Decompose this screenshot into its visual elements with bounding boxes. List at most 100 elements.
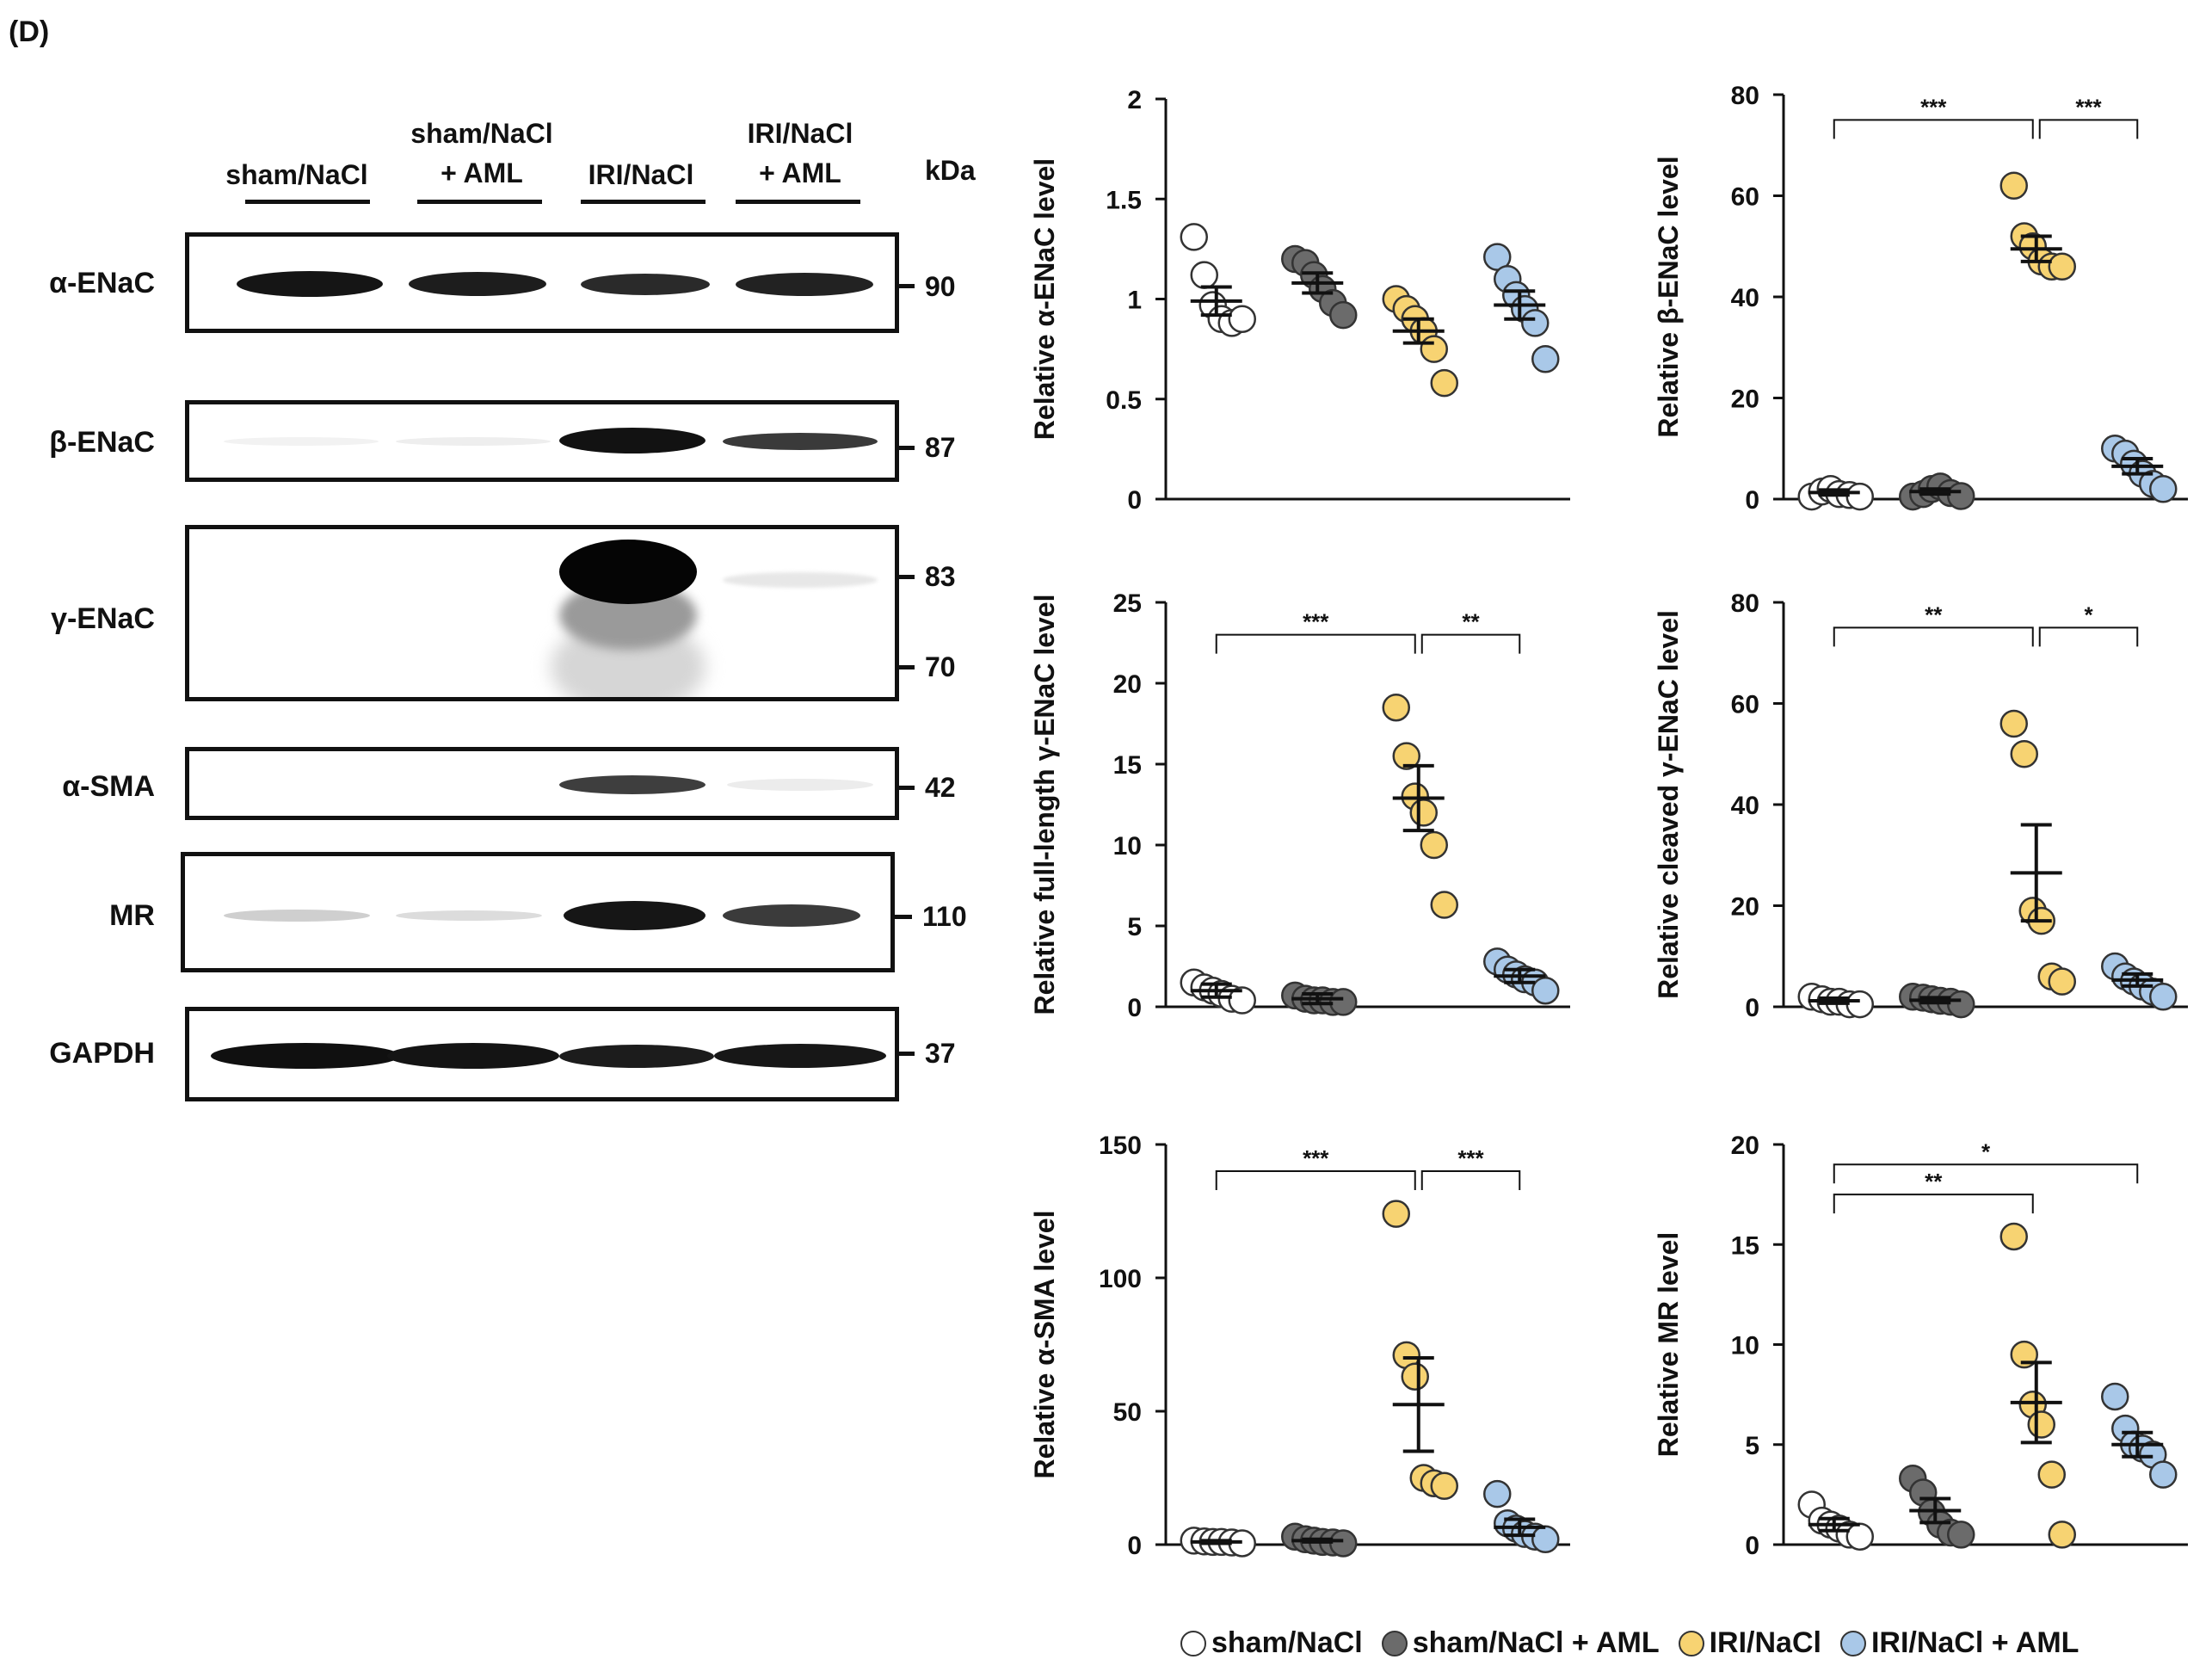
- protein-label-mr: MR: [109, 899, 155, 932]
- protein-label-alpha-sma: α-SMA: [62, 770, 155, 803]
- significance-label: *: [2084, 601, 2093, 627]
- legend-marker: [1678, 1630, 1704, 1656]
- protein-label-beta-enac: β-ENaC: [49, 426, 155, 459]
- band: [409, 272, 546, 296]
- data-point: [1401, 1362, 1429, 1391]
- lane-label-1: sham/NaCl: [202, 155, 391, 194]
- data-point: [1531, 976, 1560, 1005]
- y-tick-label: 60: [1731, 183, 1759, 212]
- data-point: [2048, 1521, 2076, 1549]
- data-point: [1531, 1525, 1560, 1554]
- y-tick-label: 20: [1731, 893, 1759, 922]
- mw-tick: [895, 915, 912, 919]
- y-tick-label: 0.5: [1106, 386, 1142, 415]
- y-tick-label: 5: [1127, 913, 1142, 941]
- band: [723, 904, 860, 927]
- significance-bracket: [1833, 1194, 2034, 1214]
- significance-bracket: [1420, 633, 1521, 654]
- lane-line-3: [581, 200, 705, 204]
- data-point: [1947, 482, 1975, 510]
- y-tick-label: 0: [1745, 486, 1759, 515]
- band: [387, 1043, 559, 1069]
- blot-gapdh: [185, 1007, 899, 1101]
- band: [396, 437, 551, 446]
- y-tick-label: 0: [1127, 994, 1142, 1022]
- data-point: [1845, 482, 1874, 511]
- data-point: [2101, 1382, 2129, 1411]
- y-axis-label: Relative β-ENaC level: [1653, 156, 1684, 437]
- y-tick-label: 2: [1127, 86, 1142, 114]
- legend-label: sham/NaCl + AML: [1412, 1626, 1660, 1659]
- band: [396, 910, 542, 921]
- significance-label: ***: [1303, 609, 1329, 635]
- mw-tick: [897, 575, 915, 579]
- lane-line-1: [245, 200, 370, 204]
- y-tick-label: 80: [1731, 82, 1759, 110]
- y-tick-label: 20: [1731, 1132, 1759, 1160]
- protein-label-alpha-enac: α-ENaC: [49, 267, 155, 299]
- y-axis-label: Relative cleaved γ-ENaC level: [1653, 610, 1684, 999]
- y-tick-label: 20: [1731, 386, 1759, 414]
- data-point: [1430, 1471, 1458, 1501]
- band: [224, 437, 379, 446]
- y-tick-label: 0: [1127, 1532, 1142, 1560]
- data-point: [1329, 1529, 1358, 1558]
- significance-label: **: [1462, 609, 1480, 635]
- lane-label-2-line2: + AML: [441, 157, 523, 188]
- legend-item-iri-nacl: IRI/NaCl: [1678, 1626, 1821, 1660]
- data-point: [1999, 709, 2028, 738]
- y-tick-label: 1: [1127, 287, 1142, 315]
- band: [237, 271, 383, 297]
- data-point: [1999, 171, 2028, 200]
- significance-bracket: [1833, 1163, 2139, 1184]
- mw-label-83: 83: [925, 561, 956, 592]
- data-point: [2149, 1460, 2178, 1489]
- data-point: [1531, 345, 1560, 373]
- significance-label: **: [1925, 601, 1943, 627]
- y-tick-label: 150: [1099, 1132, 1142, 1160]
- y-tick-label: 10: [1113, 832, 1142, 861]
- significance-label: ***: [1303, 1145, 1329, 1171]
- y-tick-label: 15: [1731, 1231, 1759, 1260]
- data-point: [2149, 475, 2178, 503]
- band: [714, 1044, 886, 1068]
- data-point: [1521, 309, 1550, 337]
- y-tick-label: 50: [1113, 1398, 1142, 1427]
- y-axis-label: Relative MR level: [1653, 1232, 1684, 1457]
- band: [727, 779, 873, 791]
- band: [559, 540, 697, 604]
- blot-beta-enac: [185, 400, 899, 482]
- y-tick-label: 5: [1745, 1432, 1759, 1460]
- band: [559, 428, 705, 453]
- significance-bracket: [1215, 633, 1416, 654]
- mw-label-90: 90: [925, 271, 956, 302]
- band: [224, 910, 370, 922]
- lane-line-4: [736, 200, 860, 204]
- legend-label: IRI/NaCl: [1709, 1626, 1821, 1659]
- significance-bracket: [2038, 626, 2139, 647]
- data-point: [1228, 986, 1256, 1015]
- panel-label: (D): [9, 15, 50, 48]
- y-axis-label: Relative α-ENaC level: [1029, 158, 1060, 440]
- significance-bracket: [1833, 626, 2034, 647]
- data-point: [1947, 1521, 1975, 1549]
- legend-item-sham-nacl-aml: sham/NaCl + AML: [1381, 1626, 1660, 1660]
- band: [723, 572, 878, 588]
- data-point: [1228, 305, 1256, 333]
- data-point: [1420, 335, 1448, 363]
- significance-bracket: [1420, 1170, 1521, 1190]
- legend-marker: [1839, 1630, 1866, 1656]
- mw-label-37: 37: [925, 1038, 956, 1069]
- data-point: [1329, 300, 1358, 330]
- data-point: [2037, 1460, 2066, 1489]
- mw-tick: [897, 446, 915, 450]
- data-point: [1180, 223, 1208, 251]
- significance-label: ***: [1920, 94, 1947, 120]
- significance-bracket: [1215, 1170, 1416, 1190]
- band: [211, 1043, 400, 1069]
- y-tick-label: 60: [1731, 691, 1759, 719]
- mw-label-70: 70: [925, 651, 956, 682]
- y-tick-label: 80: [1731, 589, 1759, 618]
- legend-marker: [1381, 1630, 1408, 1656]
